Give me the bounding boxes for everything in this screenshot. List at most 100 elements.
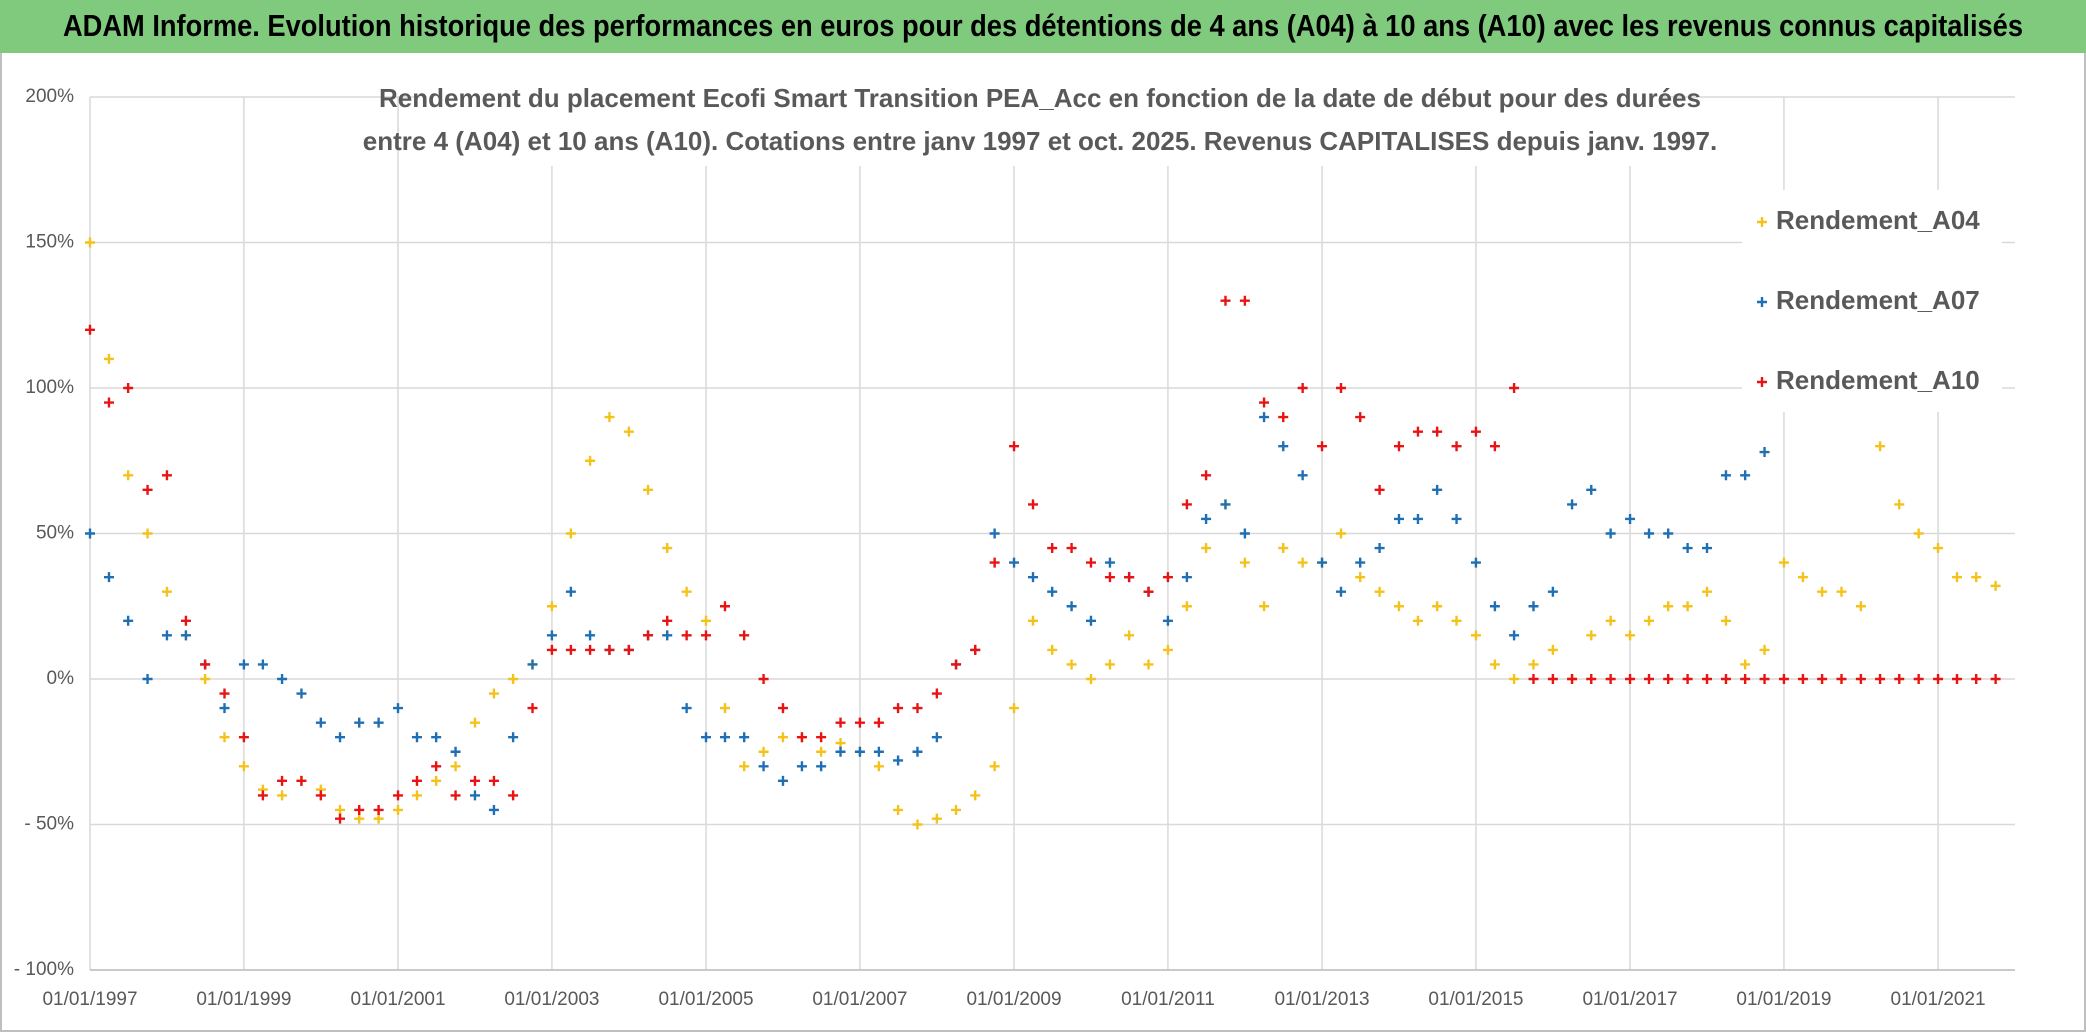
marker (1759, 447, 1770, 458)
marker (1797, 572, 1808, 583)
marker (1355, 412, 1366, 423)
marker (1720, 615, 1731, 626)
marker (1509, 630, 1520, 641)
marker (508, 790, 519, 801)
marker (450, 790, 461, 801)
marker (257, 790, 268, 801)
marker (873, 746, 884, 757)
marker (701, 630, 712, 641)
marker (1682, 601, 1693, 612)
marker (257, 659, 268, 670)
marker (1470, 557, 1481, 568)
marker (893, 703, 904, 714)
x-tick-label: 01/01/2015 (1428, 989, 1523, 1010)
marker (1971, 674, 1982, 684)
marker (1085, 674, 1096, 684)
marker (989, 761, 1000, 772)
marker (816, 732, 827, 743)
marker (1374, 543, 1385, 554)
marker (508, 732, 519, 743)
legend-label: Rendement_A10 (1776, 365, 1980, 395)
marker (1875, 674, 1886, 684)
marker (1412, 426, 1423, 437)
marker (219, 688, 230, 699)
marker (354, 804, 365, 815)
marker (1797, 674, 1808, 684)
marker (1952, 674, 1963, 684)
marker (1682, 674, 1693, 684)
marker (1085, 615, 1096, 626)
marker (1317, 557, 1328, 568)
marker (431, 761, 442, 772)
marker (1047, 644, 1058, 655)
marker (546, 630, 557, 641)
marker (142, 528, 153, 539)
marker (796, 761, 807, 772)
marker (1586, 630, 1597, 641)
marker (1104, 659, 1115, 670)
marker (1855, 674, 1866, 684)
marker (970, 790, 981, 801)
marker (835, 746, 846, 757)
marker (854, 717, 865, 728)
marker (1009, 703, 1020, 714)
legend-label: Rendement_A04 (1776, 205, 1980, 235)
marker (1374, 586, 1385, 597)
marker (546, 644, 557, 655)
marker (1028, 615, 1038, 626)
marker (373, 717, 384, 728)
marker (103, 397, 114, 408)
marker (777, 732, 788, 743)
marker (1336, 528, 1347, 539)
marker (1625, 513, 1636, 524)
marker (488, 775, 499, 786)
marker (123, 383, 134, 393)
marker (1028, 499, 1038, 510)
marker (1393, 601, 1404, 612)
marker (1239, 528, 1250, 539)
x-tick-label: 01/01/2013 (1274, 989, 1369, 1010)
marker (585, 644, 596, 655)
marker (604, 644, 615, 655)
chart-subtitle: entre 4 (A04) et 10 ans (A10). Cotations… (363, 126, 1717, 156)
marker (1432, 426, 1443, 437)
marker (931, 813, 942, 824)
marker (1701, 543, 1712, 554)
marker (1162, 615, 1173, 626)
marker (951, 659, 962, 670)
marker (623, 426, 634, 437)
marker (1278, 412, 1289, 423)
marker (354, 717, 365, 728)
marker (1451, 615, 1462, 626)
marker (1355, 557, 1366, 568)
marker (1913, 674, 1924, 684)
y-tick-label: - 50% (24, 814, 74, 835)
marker (1605, 528, 1616, 539)
marker (701, 615, 712, 626)
marker (1547, 586, 1558, 597)
marker (739, 732, 750, 743)
marker (1489, 441, 1500, 452)
marker (411, 732, 422, 743)
header-title: ADAM Informe. Evolution historique des p… (63, 8, 2023, 43)
x-tick-label: 01/01/2019 (1736, 989, 1831, 1010)
marker (1586, 674, 1597, 684)
marker (1913, 528, 1924, 539)
marker (411, 790, 422, 801)
marker (873, 717, 884, 728)
marker (1278, 441, 1289, 452)
marker (219, 732, 230, 743)
marker (1605, 615, 1616, 626)
marker (662, 615, 673, 626)
chart-title: Rendement du placement Ecofi Smart Trans… (379, 83, 1701, 113)
marker (335, 732, 346, 743)
marker (335, 804, 346, 815)
marker (1393, 513, 1404, 524)
marker (469, 717, 480, 728)
marker (1547, 644, 1558, 655)
marker (450, 746, 461, 757)
marker (393, 703, 404, 714)
marker (373, 813, 384, 824)
marker (1720, 470, 1731, 481)
